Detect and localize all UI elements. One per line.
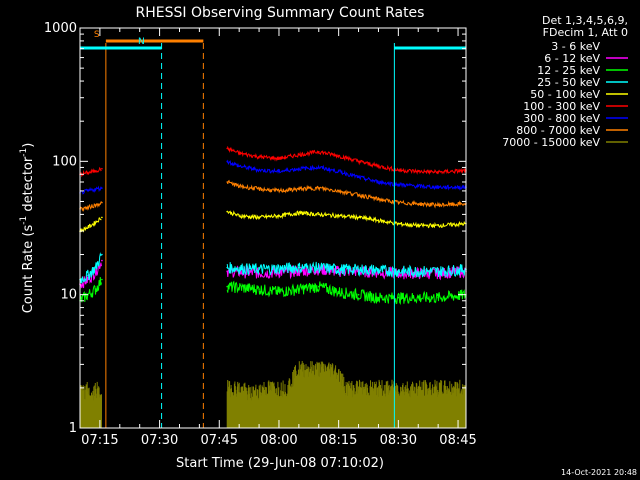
data-point [101,259,103,262]
legend-entry-label: 300 - 800 keV [523,112,600,125]
series-3-6-kev [79,302,467,336]
x-tick-label: 08:30 [380,433,417,448]
data-point [101,216,103,219]
y-axis-label-end: ) [21,143,36,148]
series-line [226,179,467,209]
data-point [377,328,380,331]
data-point [226,285,228,288]
x-tick-label: 07:30 [141,433,178,448]
axes: 1 10 100 1000 07:15 07:30 07:45 08:00 08:15 08:30… [44,21,477,448]
data-point [101,201,103,204]
legend-entry-label: 25 - 50 keV [537,76,600,89]
legend-entry-label: 50 - 100 keV [530,88,600,101]
legend-entry-label: 12 - 25 keV [537,64,600,77]
data-point [357,293,360,296]
series-7000-15000-kev [79,361,466,428]
mode-marker-label: S [94,30,100,40]
legend-entry-label: 800 - 7000 keV [516,124,600,137]
legend-entry-label: 100 - 300 keV [523,100,600,113]
series-line [226,159,467,191]
y-tick-label: 10 [60,288,77,303]
y-axis-label-exp2: -1 [19,148,29,157]
series-line [79,276,102,303]
plot-area: SN [79,30,467,428]
series-300-800-kev [79,159,467,195]
legend: Det 1,3,4,5,6,9,FDecim 1, Att 03 - 6 keV… [502,14,628,149]
series-line [226,302,467,336]
x-tick-label: 08:00 [260,433,297,448]
x-tick-label: 08:15 [320,433,357,448]
series-line [79,252,102,284]
data-point [101,167,103,170]
series-12-25-kev [79,276,467,306]
mode-marker-label: N [138,37,145,47]
x-tick-label: 07:15 [81,433,118,448]
plot-frame [79,27,467,429]
y-tick-label: 1 [69,421,77,436]
y-tick-label: 1000 [44,21,77,36]
y-axis-label-exp1: -1 [19,216,29,225]
series-line [79,201,102,212]
y-axis-label: Count Rate (s-1 detector-1) [19,143,36,314]
legend-header-line: FDecim 1, Att 0 [543,26,628,39]
data-point [226,310,228,313]
chart-title: RHESSI Observing Summary Count Rates [136,5,425,21]
series-line [79,313,102,335]
data-point [337,268,340,271]
series-line [226,261,467,278]
legend-entry-label: 7000 - 15000 keV [502,136,600,149]
series-line [226,280,467,306]
footer-timestamp: 14-Oct-2021 20:48 [561,468,637,477]
series-line [79,185,102,195]
x-axis-label: Start Time (29-Jun-08 07:10:02) [176,456,384,471]
series-line [226,146,467,176]
legend-entry-label: 3 - 6 keV [551,40,600,53]
legend-header-line: Det 1,3,4,5,6,9, [542,14,628,27]
series-100-300-kev [79,146,467,178]
data-point [101,278,103,281]
series-line [227,210,467,229]
y-axis-label-main: Count Rate (s [21,225,36,314]
y-tick-label: 100 [52,154,77,169]
x-tick-label: 08:45 [439,433,476,448]
y-axis-label-mid: detector [21,156,36,216]
series-line [79,166,102,178]
series-line [79,262,102,290]
x-tick-label: 07:45 [201,433,238,448]
legend-entry-label: 6 - 12 keV [544,52,600,65]
